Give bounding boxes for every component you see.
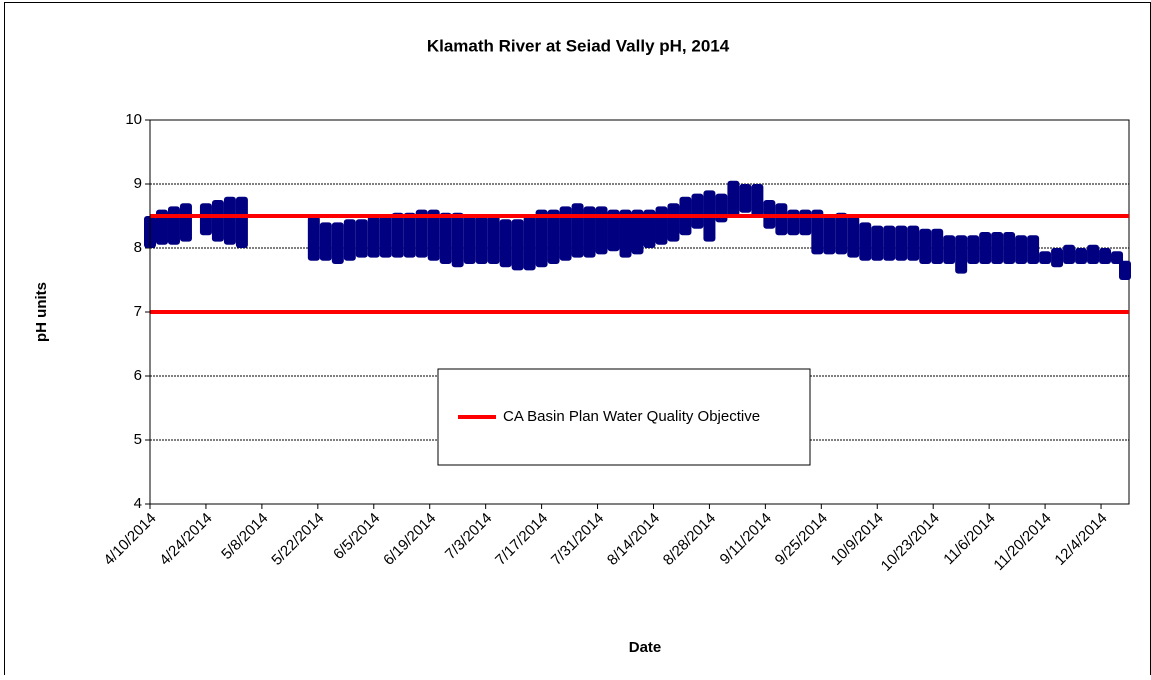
- data-range: [307, 216, 320, 261]
- data-range: [799, 209, 812, 236]
- data-range: [355, 219, 368, 258]
- data-range: [655, 206, 668, 245]
- data-range: [535, 209, 548, 268]
- data-range: [955, 235, 968, 274]
- data-range: [835, 212, 848, 255]
- chart-title: Klamath River at Seiad Vally pH, 2014: [427, 36, 730, 55]
- data-range: [1063, 244, 1076, 264]
- data-range: [1015, 235, 1028, 264]
- data-range: [439, 212, 452, 264]
- y-tick-label: 10: [125, 111, 142, 128]
- data-range: [155, 209, 168, 245]
- data-range: [787, 209, 800, 236]
- data-range: [607, 209, 620, 252]
- data-range: [727, 180, 740, 216]
- data-range: [859, 222, 872, 261]
- data-range: [739, 184, 752, 213]
- data-range: [715, 193, 728, 223]
- data-range: [1099, 248, 1112, 264]
- data-range: [415, 209, 428, 258]
- legend-label: CA Basin Plan Water Quality Objective: [503, 408, 760, 425]
- data-range: [871, 225, 884, 261]
- data-range: [451, 212, 464, 268]
- y-tick-label: 7: [134, 303, 142, 320]
- data-range: [1075, 248, 1088, 264]
- data-range: [179, 203, 192, 242]
- data-range: [343, 219, 356, 261]
- chart-frame: [4, 2, 1151, 680]
- data-range: [1119, 260, 1132, 280]
- data-range: [463, 216, 476, 264]
- data-range: [907, 225, 920, 261]
- data-range: [631, 209, 644, 255]
- data-range: [475, 216, 488, 264]
- data-range: [427, 209, 440, 261]
- data-range: [979, 232, 992, 264]
- y-tick-label: 8: [134, 239, 142, 256]
- data-range: [379, 216, 392, 258]
- y-tick-label: 4: [134, 495, 142, 512]
- data-range: [367, 216, 380, 258]
- data-range: [511, 219, 524, 271]
- data-range: [931, 228, 944, 264]
- legend-box: [437, 368, 811, 466]
- data-range: [559, 206, 572, 261]
- data-range: [883, 225, 896, 261]
- data-range: [943, 235, 956, 264]
- y-axis-label: pH units: [33, 282, 50, 342]
- x-axis-label: Date: [629, 639, 662, 656]
- data-range: [967, 235, 980, 264]
- data-range: [547, 209, 560, 264]
- data-range: [667, 203, 680, 242]
- data-range: [403, 212, 416, 258]
- data-range: [619, 209, 632, 258]
- data-range: [1051, 248, 1064, 268]
- y-tick-label: 6: [134, 367, 142, 384]
- data-range: [487, 216, 500, 264]
- data-range: [223, 196, 236, 245]
- data-range: [211, 200, 224, 242]
- data-range: [1111, 251, 1124, 264]
- data-range: [643, 209, 656, 248]
- data-range: [595, 206, 608, 255]
- data-range: [499, 219, 512, 268]
- data-range: [319, 222, 332, 261]
- data-range: [691, 193, 704, 229]
- data-range: [523, 216, 536, 271]
- data-range: [847, 216, 860, 258]
- data-range: [1003, 232, 1016, 264]
- data-range: [571, 203, 584, 258]
- data-range: [391, 212, 404, 258]
- data-range: [1027, 235, 1040, 264]
- data-range: [991, 232, 1004, 264]
- data-range: [583, 206, 596, 258]
- data-range: [919, 228, 932, 264]
- data-range: [751, 184, 764, 216]
- data-range: [199, 203, 212, 236]
- y-tick-label: 5: [134, 431, 142, 448]
- y-tick-label: 9: [134, 175, 142, 192]
- data-range: [811, 209, 824, 255]
- data-range: [823, 216, 836, 255]
- data-range: [1039, 251, 1052, 264]
- data-range: [775, 203, 788, 236]
- data-range: [235, 196, 248, 248]
- data-range: [1087, 244, 1100, 264]
- data-range: [167, 206, 180, 245]
- data-range: [331, 222, 344, 264]
- data-range: [895, 225, 908, 261]
